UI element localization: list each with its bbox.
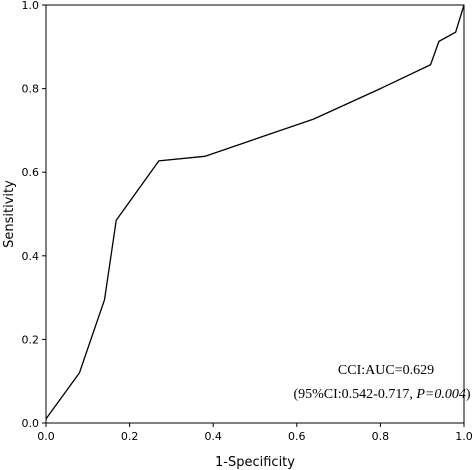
plot-frame — [45, 4, 465, 424]
axis-tick-labels: 0.0 0.2 0.4 0.6 0.8 1.0 0.0 0.2 0.4 0.6 0.8 1.0 — [22, 0, 472, 443]
x-tick-label: 1.0 — [455, 430, 472, 443]
y-tick-label: 0.2 — [22, 333, 40, 346]
axis-ticks — [42, 4, 465, 427]
ci-annotation-prefix: (95%CI:0.542-0.717, — [293, 387, 416, 402]
y-tick-label: 0.4 — [22, 250, 40, 263]
y-tick-label: 0.6 — [22, 166, 40, 179]
x-tick-label: 0.4 — [204, 430, 222, 443]
x-tick-label: 0.2 — [121, 430, 139, 443]
y-tick-label: 0.0 — [22, 417, 40, 430]
ci-annotation-pvalue: P=0.004 — [415, 387, 466, 402]
x-tick-label: 0.0 — [37, 430, 55, 443]
x-tick-label: 0.8 — [372, 430, 390, 443]
x-tick-label: 0.6 — [288, 430, 306, 443]
ci-annotation-suffix: ) — [466, 387, 471, 402]
y-tick-label: 0.8 — [22, 83, 40, 96]
x-axis-label: 1-Specificity — [215, 455, 295, 470]
ci-annotation: (95%CI:0.542-0.717, P=0.004) — [293, 387, 470, 402]
roc-curve-line — [45, 4, 465, 420]
y-tick-label: 1.0 — [22, 0, 40, 12]
auc-annotation: CCI:AUC=0.629 — [338, 363, 434, 378]
y-axis-label: Sensitivity — [2, 180, 17, 248]
